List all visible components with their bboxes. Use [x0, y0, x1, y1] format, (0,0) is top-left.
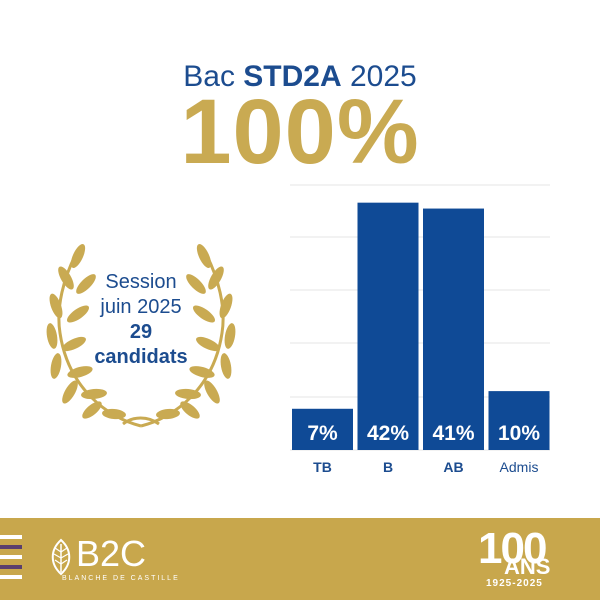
session-label: Session	[105, 271, 177, 293]
candidate-count: 29	[129, 321, 153, 343]
logo-subtitle: BLANCHE DE CASTILLE	[62, 575, 180, 582]
category-label-b: B	[383, 459, 393, 475]
success-rate: 100%	[180, 81, 420, 183]
exam-year: 2025	[350, 60, 417, 93]
bar-admis	[488, 391, 550, 450]
anniversary-badge: 100 ANS 1925-2025	[474, 524, 584, 594]
bar-b	[357, 202, 419, 450]
session-info: Session juin 2025 29 candidats	[60, 270, 222, 370]
session-date: juin 2025	[100, 296, 182, 318]
candidate-label: candidats	[94, 346, 188, 368]
anniversary-word: ANS	[504, 554, 551, 579]
footer: B2C BLANCHE DE CASTILLE 100 ANS 1925-202…	[0, 518, 600, 600]
value-label-admis: 10%	[498, 422, 540, 445]
anniversary-years: 1925-2025	[486, 578, 543, 589]
anniversary-number: 100	[478, 524, 547, 573]
exam-prefix: Bac	[183, 60, 235, 93]
category-label-ab: AB	[443, 459, 463, 475]
category-label-admis: Admis	[500, 459, 539, 475]
category-label-tb: TB	[313, 459, 332, 475]
value-label-b: 42%	[367, 422, 409, 445]
leaf-logo-icon	[51, 538, 71, 576]
value-label-ab: 41%	[432, 422, 474, 445]
menu-stripes-icon	[0, 535, 22, 585]
exam-name: STD2A	[243, 60, 342, 93]
bar-ab	[423, 208, 484, 450]
laurel-wreath-icon	[46, 244, 236, 428]
bar-tb	[292, 408, 353, 450]
exam-title: Bac STD2A 2025	[0, 60, 600, 94]
logo-text: B2C	[76, 533, 147, 574]
value-label-tb: 7%	[307, 422, 338, 445]
